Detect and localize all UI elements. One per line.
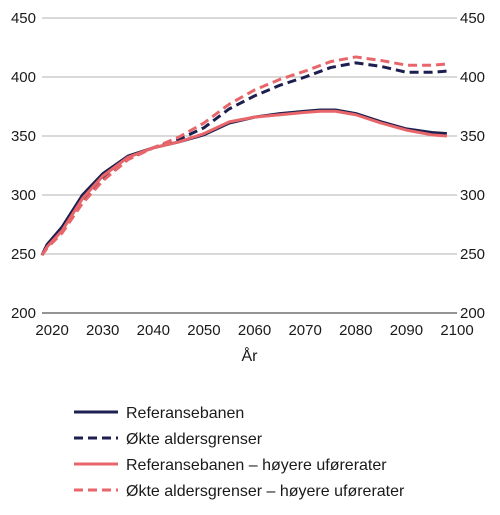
- y-tick-label-left: 250: [11, 246, 36, 263]
- x-tick-label: 2090: [390, 322, 423, 339]
- legend-label-4: Økte aldersgrenser – høyere uførerater: [126, 483, 405, 500]
- y-tick-label-right: 450: [460, 10, 485, 27]
- legend-label-3: Referansebanen – høyere uførerater: [126, 457, 387, 474]
- series-line-3: [40, 109, 447, 256]
- y-tick-label-right: 200: [460, 305, 485, 322]
- x-tick-label: 2060: [238, 322, 271, 339]
- y-tick-label-left: 450: [11, 10, 36, 27]
- x-tick-label: 2020: [35, 322, 68, 339]
- legend-label-1: Referansebanen: [126, 405, 244, 422]
- x-tick-label: 2030: [86, 322, 119, 339]
- series-line-1: [40, 108, 447, 256]
- y-tick-label-left: 350: [11, 128, 36, 145]
- y-tick-label-right: 250: [460, 246, 485, 263]
- y-tick-label-left: 200: [11, 305, 36, 322]
- x-tick-label: 2080: [339, 322, 372, 339]
- series-line-4: [40, 55, 447, 257]
- legend-label-2: Økte aldersgrenser: [126, 431, 263, 448]
- y-tick-label-left: 300: [11, 187, 36, 204]
- x-tick-label: 2050: [187, 322, 220, 339]
- y-tick-label-right: 300: [460, 187, 485, 204]
- y-tick-label-left: 400: [11, 69, 36, 86]
- x-tick-label: 2040: [137, 322, 170, 339]
- series-line-2: [40, 61, 447, 256]
- x-tick-label: 2070: [288, 322, 321, 339]
- x-axis-title: År: [242, 346, 259, 365]
- y-tick-label-right: 350: [460, 128, 485, 145]
- x-tick-label: 2100: [440, 322, 473, 339]
- y-tick-label-right: 400: [460, 69, 485, 86]
